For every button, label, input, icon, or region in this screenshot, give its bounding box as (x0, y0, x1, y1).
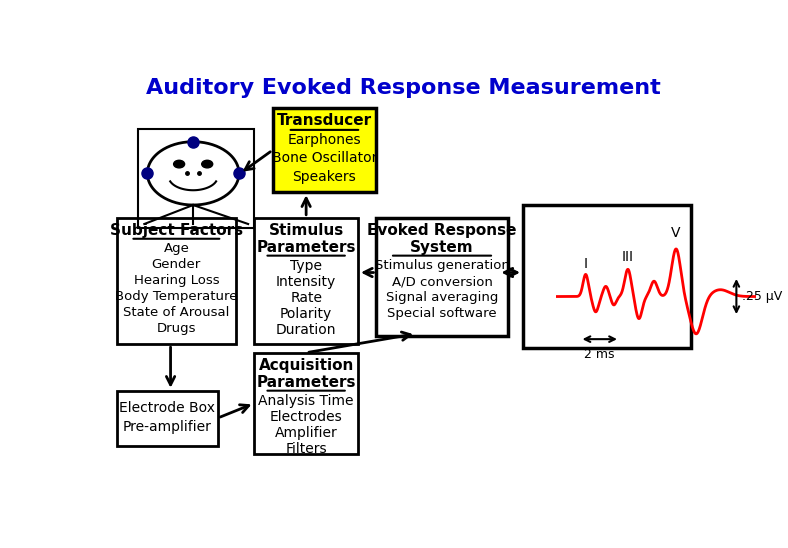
Text: Amplifier: Amplifier (275, 426, 337, 440)
FancyBboxPatch shape (377, 218, 507, 336)
FancyBboxPatch shape (117, 391, 217, 446)
Text: Rate: Rate (290, 291, 322, 305)
Text: Filters: Filters (285, 442, 327, 456)
Circle shape (173, 160, 184, 168)
Circle shape (202, 160, 213, 168)
Text: Electrodes: Electrodes (269, 410, 343, 424)
Text: I: I (584, 256, 588, 271)
Text: Hearing Loss: Hearing Loss (133, 274, 219, 287)
Text: Speakers: Speakers (292, 169, 356, 184)
Text: Polarity: Polarity (280, 307, 333, 321)
Text: 2 ms: 2 ms (585, 347, 615, 361)
Text: Auditory Evoked Response Measurement: Auditory Evoked Response Measurement (147, 78, 661, 99)
Text: Pre-amplifier: Pre-amplifier (123, 420, 212, 434)
Text: Transducer: Transducer (277, 113, 372, 128)
Text: Body Temperature: Body Temperature (115, 290, 238, 303)
Text: Stimulus: Stimulus (269, 222, 344, 238)
Text: Parameters: Parameters (256, 375, 356, 390)
Text: Duration: Duration (276, 323, 336, 337)
Text: System: System (411, 239, 474, 255)
Text: Special software: Special software (387, 307, 496, 320)
Text: III: III (622, 250, 634, 264)
FancyBboxPatch shape (523, 205, 691, 349)
Text: V: V (671, 226, 681, 240)
Text: Earphones: Earphones (288, 133, 361, 147)
Text: Evoked Response: Evoked Response (367, 222, 517, 238)
Text: Drugs: Drugs (157, 322, 196, 335)
FancyBboxPatch shape (117, 218, 236, 344)
Text: Bone Oscillator: Bone Oscillator (272, 151, 377, 165)
Text: .25 μV: .25 μV (742, 290, 782, 303)
Text: Type: Type (290, 259, 322, 273)
Text: Analysis Time: Analysis Time (258, 394, 354, 408)
Text: Electrode Box: Electrode Box (119, 401, 215, 415)
Text: Gender: Gender (152, 258, 201, 271)
FancyBboxPatch shape (255, 353, 358, 454)
FancyBboxPatch shape (273, 108, 377, 192)
Text: Subject Factors: Subject Factors (110, 222, 243, 238)
Text: Age: Age (163, 242, 189, 255)
FancyBboxPatch shape (255, 218, 358, 344)
Text: Acquisition: Acquisition (258, 358, 354, 373)
Text: Parameters: Parameters (256, 239, 356, 255)
Text: Signal averaging: Signal averaging (386, 291, 498, 304)
Text: State of Arousal: State of Arousal (123, 306, 229, 319)
Text: A/D conversion: A/D conversion (392, 275, 492, 288)
Text: Stimulus generation: Stimulus generation (374, 259, 510, 272)
Text: Intensity: Intensity (276, 275, 336, 289)
